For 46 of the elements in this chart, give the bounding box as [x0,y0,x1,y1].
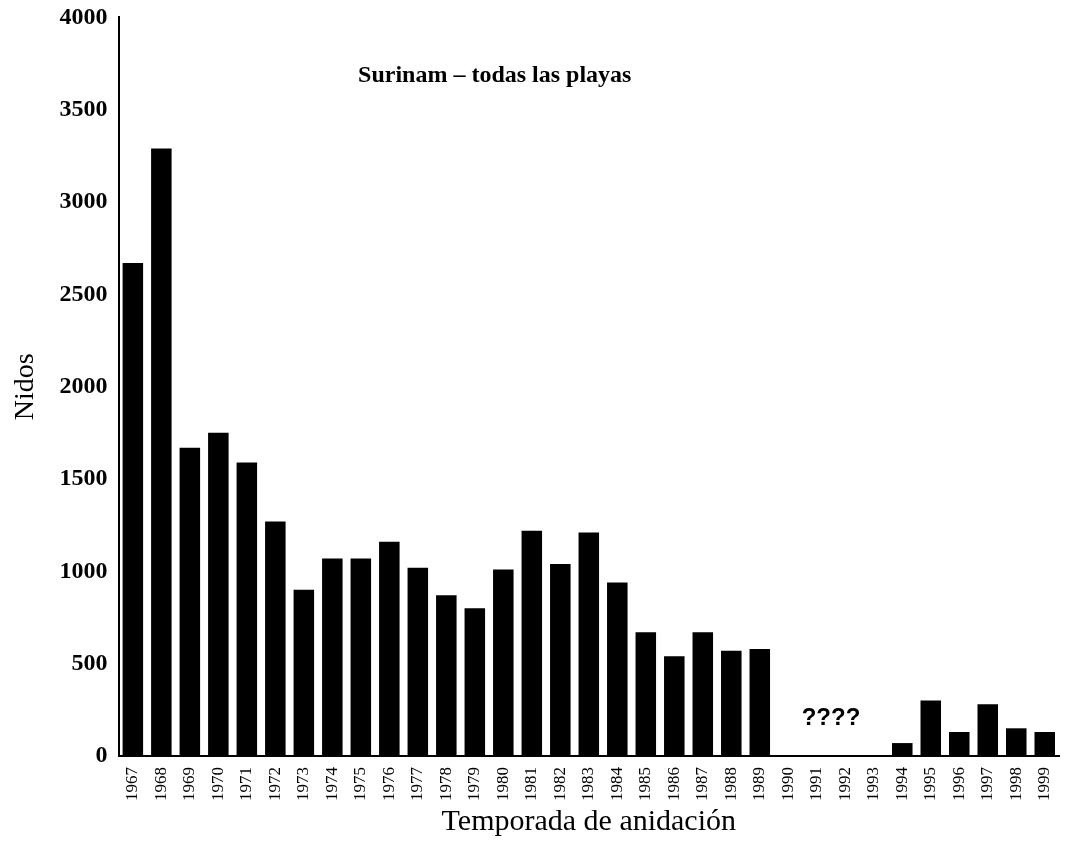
x-tick-label: 1979 [464,767,484,801]
x-tick-label: 1997 [977,766,997,801]
x-tick-label: 1967 [122,766,142,801]
x-tick-label: 1989 [749,767,769,801]
x-tick-label: 1981 [521,767,541,801]
x-tick-label: 1975 [350,767,370,801]
x-tick-label: 1983 [578,767,598,801]
x-tick-label: 1998 [1005,767,1025,801]
y-tick-label: 1500 [59,464,108,491]
text: Surinam – todas las playas [358,60,632,87]
x-tick-label: 1994 [891,766,911,801]
x-tick-label: 1977 [407,766,427,801]
x-tick-label: 1999 [1034,767,1054,801]
x-tick-label: 1993 [863,767,883,801]
y-tick-label: 2500 [59,279,108,306]
x-tick-label: 1970 [207,767,227,801]
x-tick-label: 1976 [378,767,398,801]
x-tick-label: 1978 [435,767,455,801]
x-tick-label: 1986 [663,767,683,801]
x-tick-label: 1972 [264,767,284,801]
x-tick-label: 1980 [492,767,512,801]
x-tick-label: 1988 [720,767,740,801]
annotation: ???? [801,702,861,730]
x-tick-label: 1985 [635,767,655,801]
x-tick-label: 1990 [777,767,797,801]
x-tick-label: 1974 [321,766,341,801]
y-tick-label: 4000 [59,2,108,29]
y-tick-label: 3000 [59,187,108,214]
y-tick-label: 2000 [59,371,108,398]
y-tick-label: 500 [71,648,108,675]
x-axis-title: Temporada de anidación [441,802,737,836]
x-tick-label: 1996 [948,767,968,801]
y-tick-label: 0 [95,741,108,768]
x-tick-label: 1971 [236,767,256,801]
y-axis-title: Nidos [8,353,40,421]
x-tick-label: 1969 [179,767,199,801]
x-tick-label: 1982 [549,767,569,801]
x-tick-label: 1987 [692,766,712,801]
x-tick-label: 1968 [150,767,170,801]
x-tick-label: 1991 [806,767,826,801]
y-tick-label: 1000 [59,556,108,583]
x-tick-label: 1973 [293,767,313,801]
x-tick-label: 1995 [920,767,940,801]
x-tick-label: 1984 [606,766,626,801]
y-tick-label: 3500 [59,94,108,121]
x-tick-label: 1992 [834,767,854,801]
